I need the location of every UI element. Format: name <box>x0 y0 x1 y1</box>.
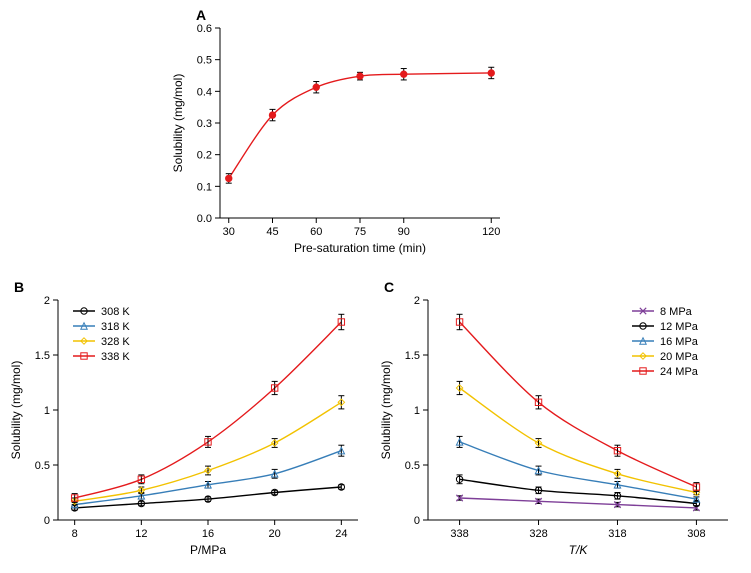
svg-text:308: 308 <box>687 528 705 540</box>
svg-text:12 MPa: 12 MPa <box>660 321 699 333</box>
figure-root: A0.00.10.20.30.40.50.63045607590120Pre-s… <box>0 0 751 573</box>
svg-text:Solubility (mg/mol): Solubility (mg/mol) <box>379 361 393 460</box>
panel-c-legend: 8 MPa 12 MPa 16 MPa 20 MPa 24 MPa <box>632 306 699 378</box>
svg-text:1.5: 1.5 <box>35 350 50 362</box>
svg-text:A: A <box>196 7 206 23</box>
svg-text:75: 75 <box>354 226 366 238</box>
svg-text:0.1: 0.1 <box>197 181 212 193</box>
svg-text:T/K: T/K <box>569 543 589 557</box>
svg-text:B: B <box>14 279 24 295</box>
svg-text:1.5: 1.5 <box>405 350 420 362</box>
svg-text:20: 20 <box>269 528 281 540</box>
svg-text:24: 24 <box>335 528 347 540</box>
svg-text:P/MPa: P/MPa <box>190 543 226 557</box>
figure-svg: A0.00.10.20.30.40.50.63045607590120Pre-s… <box>0 0 751 573</box>
svg-text:0.2: 0.2 <box>197 150 212 162</box>
svg-text:0.3: 0.3 <box>197 118 212 130</box>
svg-text:328: 328 <box>529 528 547 540</box>
svg-text:8: 8 <box>72 528 78 540</box>
svg-text:1: 1 <box>414 405 420 417</box>
panel-a: A 0.0 0.1 0.2 0.3 0.4 0.5 0.6 30 45 60 75 90 120 Pre-s… <box>171 7 500 255</box>
panel-b-legend: 308 K 318 K 328 K 338 K <box>73 306 130 363</box>
svg-text:Pre-saturation time (min): Pre-saturation time (min) <box>294 241 426 255</box>
svg-text:C: C <box>384 279 394 295</box>
svg-text:318: 318 <box>608 528 626 540</box>
panel-c: C 0 0.5 1 1.5 2 338 328 318 308 T/K Solubility (mg/… <box>379 279 728 557</box>
svg-text:338: 338 <box>450 528 468 540</box>
svg-text:1: 1 <box>44 405 50 417</box>
svg-text:0.4: 0.4 <box>197 86 212 98</box>
svg-text:0: 0 <box>44 515 50 527</box>
svg-text:308 K: 308 K <box>101 306 130 318</box>
svg-text:0.5: 0.5 <box>405 460 420 472</box>
svg-text:328 K: 328 K <box>101 336 130 348</box>
svg-text:24 MPa: 24 MPa <box>660 366 699 378</box>
svg-text:120: 120 <box>482 226 500 238</box>
svg-text:318 K: 318 K <box>101 321 130 333</box>
svg-text:20 MPa: 20 MPa <box>660 351 699 363</box>
panel-b: B 0 0.5 1 1.5 2 8 12 16 20 24 P/MPa Solubility (mg/m… <box>9 279 358 557</box>
svg-text:0.5: 0.5 <box>35 460 50 472</box>
svg-text:2: 2 <box>414 295 420 307</box>
svg-text:45: 45 <box>266 226 278 238</box>
svg-text:0.5: 0.5 <box>197 55 212 67</box>
svg-text:12: 12 <box>135 528 147 540</box>
svg-text:Solubility (mg/mol): Solubility (mg/mol) <box>9 361 23 460</box>
svg-text:Solubility (mg/mol): Solubility (mg/mol) <box>171 74 185 173</box>
svg-text:8 MPa: 8 MPa <box>660 306 693 318</box>
svg-text:0.0: 0.0 <box>197 213 212 225</box>
svg-text:90: 90 <box>398 226 410 238</box>
svg-text:60: 60 <box>310 226 322 238</box>
svg-text:338 K: 338 K <box>101 351 130 363</box>
svg-text:16 MPa: 16 MPa <box>660 336 699 348</box>
svg-text:0.6: 0.6 <box>197 23 212 35</box>
svg-text:2: 2 <box>44 295 50 307</box>
svg-text:16: 16 <box>202 528 214 540</box>
svg-text:30: 30 <box>223 226 235 238</box>
svg-text:0: 0 <box>414 515 420 527</box>
